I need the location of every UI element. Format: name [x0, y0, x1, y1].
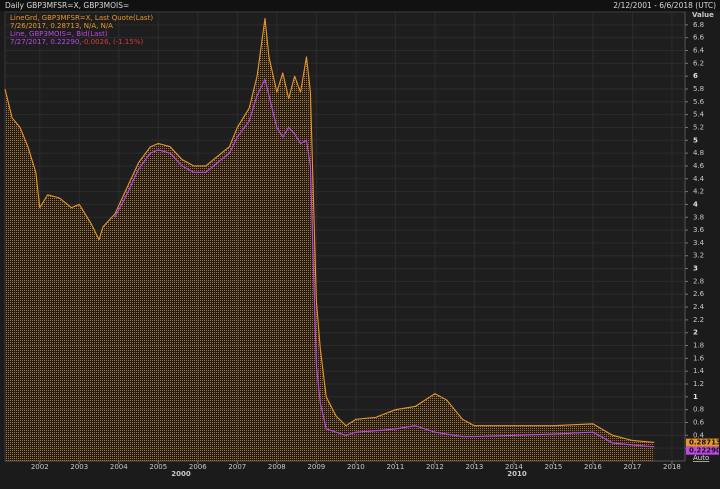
y-tick-label: 3.6	[693, 226, 705, 234]
x-tick-label: 2011	[386, 463, 404, 471]
legend-entry: LineGrd, GBP3MFSR=X, Last Quote(Last)	[10, 14, 153, 22]
x-tick-label: 2016	[584, 463, 602, 471]
legend-entry: 7/27/2017, 0.22290,	[10, 38, 82, 46]
header-bar	[0, 0, 720, 11]
y-tick-label: 5.2	[693, 123, 704, 131]
x-tick-label: 2017	[624, 463, 642, 471]
y-tick-label: 3.2	[693, 252, 704, 260]
x-tick-label: 2004	[110, 463, 128, 471]
last-value-label: 0.28713	[689, 439, 720, 447]
labels: 0.20.40.60.811.21.41.61.822.22.42.62.833…	[10, 14, 720, 478]
x-tick-label: 2006	[189, 463, 207, 471]
y-tick-label: 5.6	[693, 98, 705, 106]
y-tick-label: 1.8	[693, 342, 704, 350]
y-tick-label: 5.4	[693, 111, 705, 119]
scale-mode: Auto	[693, 454, 709, 462]
y-tick-label: 2	[693, 329, 698, 337]
x-tick-label: 2010	[347, 463, 365, 471]
y-tick-label: 2.8	[693, 277, 704, 285]
y-tick-label: 0.8	[693, 406, 704, 414]
y-tick-label: 0.6	[693, 419, 705, 427]
legend-entry: Line, GBP3MOIS=, Bid(Last)	[10, 30, 108, 38]
y-tick-label: 4.2	[693, 188, 704, 196]
x-tick-label: 2014	[505, 463, 523, 471]
y-tick-label: 3	[693, 265, 698, 273]
series	[4, 17, 655, 462]
x-tick-label: 2013	[465, 463, 483, 471]
y-tick-label: 1.4	[693, 367, 705, 375]
y-tick-label: 2.4	[693, 303, 705, 311]
date-range: 2/12/2001 - 6/6/2018 (UTC)	[613, 1, 716, 10]
y-tick-label: 6.6	[693, 34, 705, 42]
x-tick-label: 2018	[663, 463, 681, 471]
legend-entry: 7/26/2017, 0.28713, N/A, N/A	[10, 22, 113, 30]
x-tick-label: 2008	[268, 463, 286, 471]
legend-entry: -0.0026, (-1.15%)	[82, 38, 144, 46]
x-tick-label: 2003	[70, 463, 88, 471]
series-area	[5, 18, 655, 462]
y-tick-label: 4	[693, 200, 698, 208]
y-tick-label: 1.2	[693, 380, 704, 388]
y-tick-label: 2.2	[693, 316, 704, 324]
y-axis-title: Value	[692, 11, 714, 19]
y-tick-label: 6	[693, 72, 698, 80]
y-tick-label: 6.4	[693, 46, 705, 54]
last-value-tag	[686, 438, 719, 447]
decade-label: 2000	[171, 470, 191, 478]
x-tick-label: 2009	[307, 463, 325, 471]
x-tick-label: 2007	[228, 463, 246, 471]
last-value-label: 0.22290	[689, 447, 720, 455]
series-line	[4, 17, 655, 443]
y-tick-label: 3.4	[693, 239, 705, 247]
decade-label: 2010	[507, 470, 527, 478]
y-tick-label: 0.4	[693, 431, 705, 439]
y-tick-label: 1.6	[693, 354, 705, 362]
y-tick-label: 4.4	[693, 175, 705, 183]
y-tick-label: 4.6	[693, 162, 705, 170]
y-tick-label: 3.8	[693, 213, 704, 221]
y-tick-label: 6.8	[693, 21, 704, 29]
y-tick-label: 6.2	[693, 59, 704, 67]
series-line	[114, 78, 655, 448]
x-tick-label: 2012	[426, 463, 444, 471]
y-tick-label: 1	[693, 393, 698, 401]
x-tick-label: 2002	[31, 463, 49, 471]
chart-title: Daily GBP3MFSR=X, GBP3MOIS=	[5, 1, 129, 10]
x-tick-label: 2015	[545, 463, 563, 471]
last-value-tag	[686, 446, 719, 455]
y-tick-label: 2.6	[693, 290, 705, 298]
x-tick-label: 2005	[149, 463, 167, 471]
y-tick-label: 5	[693, 136, 698, 144]
y-tick-label: 5.8	[693, 85, 704, 93]
y-tick-label: 4.8	[693, 149, 704, 157]
